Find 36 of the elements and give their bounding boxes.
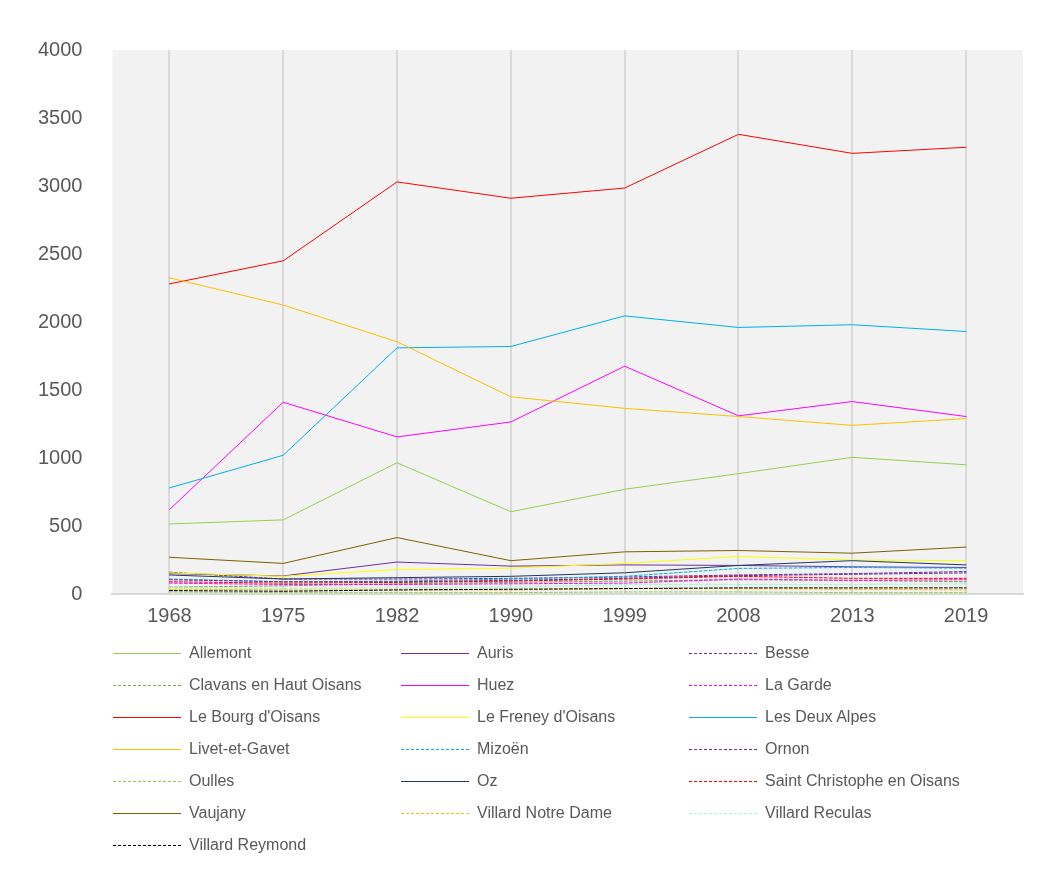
x-tick-label: 2013 [830, 603, 875, 626]
legend-label: Besse [765, 644, 810, 662]
legend-label: Ornon [765, 740, 810, 758]
legend-label: Clavans en Haut Oisans [189, 676, 362, 694]
y-tick-label: 500 [49, 513, 83, 536]
legend-label: Allemont [189, 644, 252, 662]
legend-label: Auris [477, 644, 514, 662]
legend-label: Villard Notre Dame [477, 804, 612, 822]
y-tick-label: 3000 [37, 173, 83, 196]
legend-label: Oz [477, 772, 498, 790]
legend-label: Livet-et-Gavet [189, 740, 290, 758]
y-tick-label: 0 [71, 581, 83, 604]
legend-label: Huez [477, 676, 515, 694]
y-tick-label: 2500 [37, 241, 83, 264]
legend-label: Vaujany [189, 804, 246, 822]
legend-label: Le Freney d'Oisans [477, 708, 616, 726]
legend-label: Villard Reymond [189, 836, 307, 854]
y-tick-label: 1000 [37, 445, 83, 468]
legend-label: Mizoën [477, 740, 529, 758]
x-tick-label: 1968 [147, 603, 192, 626]
y-tick-label: 3500 [37, 105, 83, 128]
y-tick-label: 4000 [37, 37, 83, 60]
x-tick-label: 1990 [488, 603, 534, 626]
x-tick-label: 1999 [602, 603, 647, 626]
legend-label: Le Bourg d'Oisans [189, 708, 321, 726]
y-tick-label: 1500 [37, 377, 83, 400]
legend-label: Oulles [189, 772, 235, 790]
x-tick-label: 1975 [260, 603, 306, 626]
legend-label: Villard Reculas [765, 804, 872, 822]
legend-label: Saint Christophe en Oisans [765, 772, 960, 790]
x-tick-label: 2008 [716, 603, 761, 626]
legend-label: Les Deux Alpes [765, 708, 877, 726]
legend-label: La Garde [765, 676, 832, 694]
x-tick-label: 1982 [374, 603, 420, 626]
y-tick-label: 2000 [37, 309, 83, 332]
x-tick-label: 2019 [943, 603, 989, 626]
